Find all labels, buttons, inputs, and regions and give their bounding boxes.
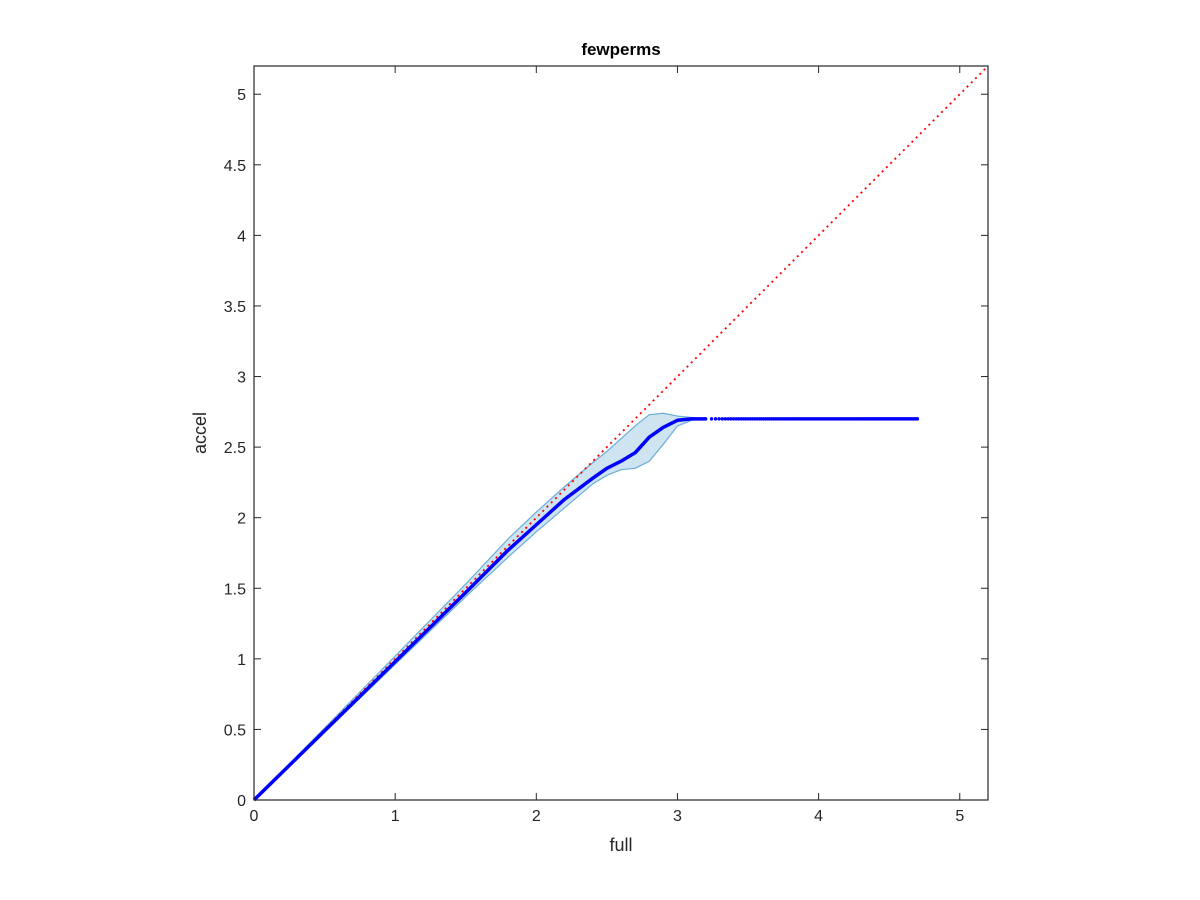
tail-point xyxy=(709,417,714,421)
y-tick-label: 0.5 xyxy=(224,722,246,739)
x-tick-label: 5 xyxy=(955,808,964,825)
x-tick-label: 1 xyxy=(391,808,400,825)
x-axis-label: full xyxy=(609,835,632,855)
tail-point xyxy=(717,417,721,421)
tail-point xyxy=(731,417,736,421)
tail-point xyxy=(723,417,728,421)
axes-box xyxy=(253,65,989,801)
tail-point xyxy=(703,417,708,421)
x-tick-label: 2 xyxy=(532,808,541,825)
y-tick-label: 4 xyxy=(237,228,246,245)
y-tick-label: 0 xyxy=(237,793,246,810)
x-ticks: 0 1 2 3 4 5 xyxy=(250,66,964,825)
axes-frame xyxy=(253,65,989,801)
y-tick-label: 2.5 xyxy=(224,440,246,457)
tail-point xyxy=(720,417,725,421)
identity-reference-line xyxy=(253,65,989,801)
tail-point xyxy=(915,417,920,421)
tail-point xyxy=(726,417,730,421)
y-tick-label: 2 xyxy=(237,511,246,528)
y-axis-label: accel xyxy=(190,412,210,454)
tail-point xyxy=(729,417,733,421)
tail-point xyxy=(739,417,743,421)
tail-point xyxy=(713,417,718,421)
chart-title: fewperms xyxy=(581,40,660,59)
y-tick-label: 3 xyxy=(237,370,246,387)
reference-line-layer xyxy=(253,65,989,801)
tail-point xyxy=(741,417,746,421)
x-tick-label: 0 xyxy=(250,808,259,825)
tail-point xyxy=(737,417,741,421)
tail-point xyxy=(734,417,738,421)
series-layer xyxy=(252,417,706,802)
x-tick-label: 3 xyxy=(673,808,682,825)
y-tick-label: 5 xyxy=(237,87,246,104)
mean-series-line xyxy=(252,417,706,802)
y-tick-label: 3.5 xyxy=(224,299,246,316)
y-tick-label: 1 xyxy=(237,652,246,669)
x-tick-label: 4 xyxy=(814,808,823,825)
y-tick-label: 4.5 xyxy=(224,158,246,175)
tail-dots-layer xyxy=(703,417,920,421)
y-tick-label: 1.5 xyxy=(224,581,246,598)
y-ticks: 0 0.5 1 1.5 2 2.5 3 3.5 4 4.5 5 xyxy=(224,87,988,810)
